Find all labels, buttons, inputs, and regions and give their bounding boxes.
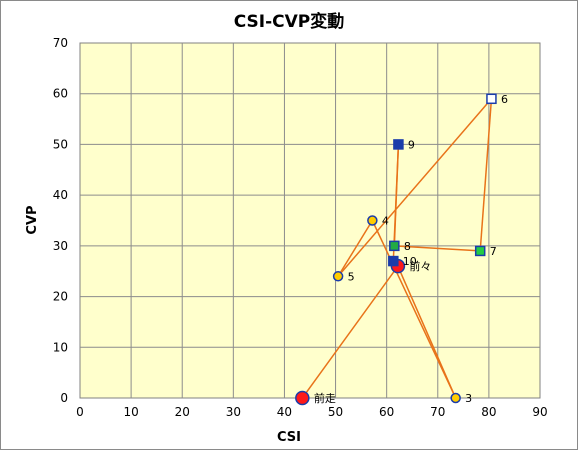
point-label-5: 5 [348, 270, 355, 283]
x-tick-label: 10 [123, 405, 138, 419]
x-tick-label: 30 [226, 405, 241, 419]
x-tick-label: 20 [175, 405, 190, 419]
x-tick-label: 40 [277, 405, 292, 419]
point-label-前々: 前々 [409, 259, 431, 273]
y-tick-label: 20 [53, 290, 68, 304]
x-tick-label: 50 [328, 405, 343, 419]
x-axis-ticks: 0 10 20 30 40 50 60 70 80 90 [76, 405, 547, 419]
y-axis-label: CVP [25, 205, 40, 234]
y-axis-ticks: 0 10 20 30 40 50 60 70 [53, 36, 68, 405]
point-label-3: 3 [465, 392, 472, 405]
data-markers [295, 93, 497, 406]
point-label-9: 9 [408, 138, 415, 151]
data-point-7 [474, 245, 486, 257]
series-segment [337, 220, 373, 277]
x-tick-label: 60 [379, 405, 394, 419]
series-segment [337, 98, 493, 277]
data-point-4 [367, 215, 378, 226]
y-tick-label: 70 [53, 36, 68, 50]
point-label-4: 4 [382, 215, 389, 228]
point-label-10: 10 [403, 255, 417, 268]
data-point-10 [388, 255, 399, 267]
data-point-3 [450, 392, 461, 404]
y-tick-label: 0 [60, 391, 68, 405]
point-labels: 前走 前々 3 4 5 6 7 8 9 10 [314, 93, 508, 405]
x-axis-label: CSI [277, 430, 301, 445]
x-tick-label: 80 [481, 405, 496, 419]
point-label-7: 7 [490, 245, 497, 258]
x-tick-label: 70 [430, 405, 445, 419]
data-point-8 [389, 240, 400, 252]
y-tick-label: 30 [53, 239, 68, 253]
x-tick-label: 0 [76, 405, 84, 419]
point-label-前走: 前走 [314, 391, 336, 405]
data-point-前走 [295, 390, 310, 406]
x-tick-label: 90 [532, 405, 547, 419]
data-point-5 [332, 271, 344, 282]
grid-lines [80, 43, 540, 398]
series-segment [371, 220, 457, 399]
series-segment [394, 245, 481, 252]
data-point-9 [393, 139, 404, 150]
y-tick-label: 10 [53, 340, 68, 354]
plot-area [79, 42, 541, 399]
point-label-8: 8 [404, 240, 411, 253]
series-segment [479, 98, 493, 251]
data-point-6 [486, 93, 497, 105]
chart-title: CSI-CVP変動 [234, 11, 345, 32]
point-label-6: 6 [501, 93, 508, 106]
y-tick-label: 50 [53, 137, 68, 151]
series-lines [301, 98, 493, 399]
y-tick-label: 40 [53, 188, 68, 202]
series-segment [301, 265, 399, 399]
y-tick-label: 60 [53, 87, 68, 101]
